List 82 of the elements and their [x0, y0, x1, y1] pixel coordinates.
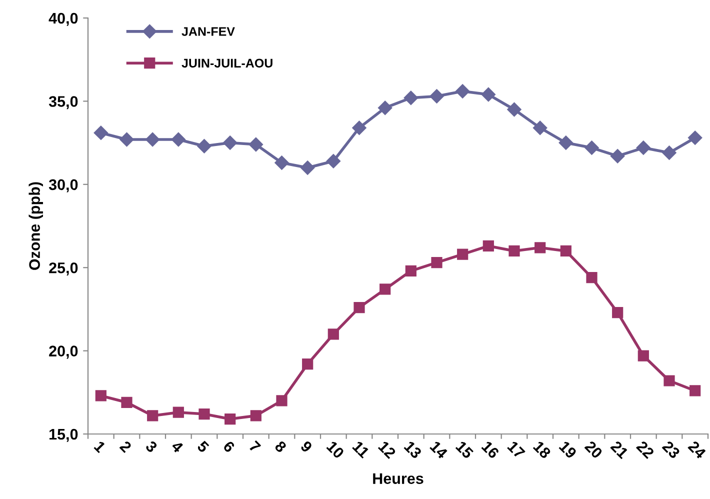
legend-label: JAN-FEV — [182, 27, 235, 36]
point — [146, 132, 160, 147]
x-tick-label: 16 — [481, 440, 500, 460]
point — [120, 132, 134, 147]
point — [274, 156, 289, 170]
point — [276, 395, 288, 406]
point — [584, 140, 599, 155]
x-tick-label: 22 — [636, 440, 655, 459]
x-tick-label: 1 — [94, 440, 106, 454]
point — [610, 149, 625, 164]
x-tick-label: 12 — [378, 440, 396, 459]
point — [481, 87, 496, 102]
x-tick-label: 17 — [507, 440, 526, 459]
x-tick-label: 20 — [584, 440, 604, 460]
point — [482, 240, 494, 252]
point — [457, 248, 468, 260]
point — [690, 385, 701, 396]
point — [688, 130, 702, 145]
y-tick-label: 25,0 — [49, 262, 78, 276]
x-tick-label: 8 — [274, 440, 288, 454]
point — [224, 413, 236, 425]
point — [612, 306, 624, 318]
point — [250, 410, 262, 422]
x-tick-label: 9 — [300, 440, 313, 454]
y-tick-label: 40,0 — [48, 12, 78, 26]
point — [378, 100, 392, 115]
point — [352, 120, 366, 135]
x-axis-title: Heures — [373, 473, 424, 484]
point — [328, 328, 339, 340]
point — [534, 242, 546, 254]
x-tick-label: 5 — [196, 440, 210, 454]
point — [558, 136, 573, 150]
point — [405, 265, 416, 276]
x-tick-label: 23 — [662, 440, 681, 460]
point — [302, 358, 314, 370]
x-tick-label: 14 — [430, 440, 448, 460]
point — [430, 89, 444, 104]
point — [507, 102, 522, 117]
x-tick-label: 13 — [404, 440, 422, 460]
point — [248, 137, 263, 152]
y-axis-title: Ozone (ppb) — [28, 182, 43, 270]
point — [147, 410, 158, 422]
x-tick-label: 21 — [610, 440, 630, 460]
y-tick-label: 20,0 — [49, 346, 78, 359]
point — [94, 126, 108, 140]
point — [197, 139, 212, 154]
y-tick-label: 35,0 — [48, 96, 78, 110]
x-tick-label: 24 — [688, 440, 707, 460]
y-tick-label: 30,0 — [48, 179, 78, 192]
point — [636, 140, 650, 155]
x-tick-label: 7 — [248, 440, 262, 453]
x-tick-label: 3 — [144, 440, 158, 454]
point — [560, 245, 572, 257]
legend-label: JUIN-JUIL-AOU — [182, 58, 272, 68]
point — [431, 257, 442, 268]
y-tick-label: 15,0 — [50, 428, 78, 442]
point — [664, 375, 675, 386]
point — [354, 302, 365, 314]
point — [533, 120, 548, 135]
point — [326, 154, 340, 168]
point — [171, 132, 186, 147]
x-tick-label: 19 — [558, 440, 578, 460]
x-tick-label: 6 — [222, 440, 236, 454]
x-tick-label: 18 — [532, 440, 552, 460]
point — [198, 408, 210, 420]
point — [300, 160, 315, 175]
x-tick-label: 4 — [170, 440, 184, 454]
point — [121, 396, 132, 408]
point — [586, 272, 598, 284]
point — [95, 390, 106, 402]
point — [223, 136, 238, 150]
x-tick-label: 11 — [352, 440, 370, 459]
point — [508, 245, 520, 257]
x-tick-label: 10 — [326, 440, 345, 460]
point — [456, 84, 470, 98]
x-tick-label: 15 — [455, 440, 474, 460]
point — [380, 284, 391, 295]
x-tick-label: 2 — [119, 440, 132, 453]
point — [172, 406, 184, 418]
point — [638, 350, 649, 362]
point — [404, 90, 418, 105]
point — [662, 146, 676, 160]
